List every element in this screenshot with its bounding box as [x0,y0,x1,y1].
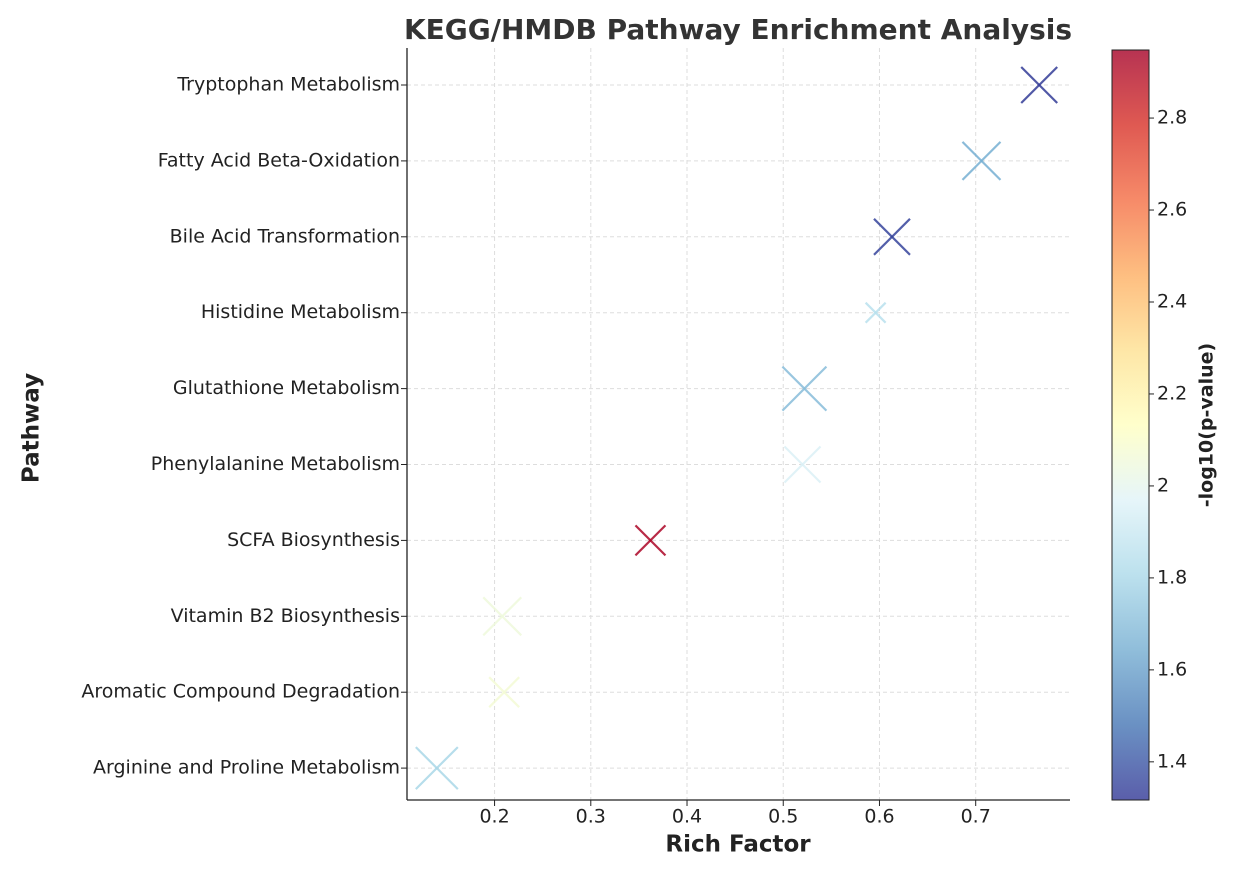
y-tick-label: Histidine Metabolism [201,301,400,323]
y-tick-label: SCFA Biosynthesis [227,529,400,551]
marker [415,746,459,790]
colorbar [1111,49,1150,801]
marker-stroke [781,365,828,412]
marker-stroke [482,596,523,637]
marker-stroke [488,676,520,708]
marker [783,445,822,484]
colorbar-tick-label: 2.2 [1157,382,1187,404]
marker-stroke [961,141,1002,181]
marker [488,676,520,708]
colorbar-tick-label: 2.8 [1157,107,1187,129]
marker [873,218,911,256]
colorbar-tick-label: 2.6 [1157,199,1187,221]
marker [781,365,828,412]
x-tick-label: 0.2 [479,806,509,828]
y-axis-label: Pathway [19,373,45,483]
marker-stroke [1020,66,1058,104]
colorbar-tick-label: 1.4 [1157,750,1187,772]
y-tick-label: Glutathione Metabolism [173,377,400,399]
marker [634,524,667,557]
chart-title: KEGG/HMDB Pathway Enrichment Analysis [404,13,1072,46]
colorbar-tick-label: 1.6 [1157,658,1187,680]
y-tick-label: Bile Acid Transformation [170,225,400,247]
y-tick-label: Aromatic Compound Degradation [81,681,400,703]
y-tick-label: Vitamin B2 Biosynthesis [171,605,400,627]
x-tick-label: 0.7 [961,806,991,828]
marker [864,301,887,324]
marker [482,596,523,637]
marker-stroke [864,301,887,324]
y-tick-label: Tryptophan Metabolism [176,74,400,96]
y-tick-label: Fatty Acid Beta-Oxidation [158,149,400,171]
marker-stroke [783,445,822,484]
x-axis-label: Rich Factor [665,832,811,858]
marker-stroke [873,218,911,256]
x-tick-label: 0.4 [672,806,702,828]
x-tick-label: 0.6 [864,806,894,828]
x-tick-label: 0.3 [576,806,606,828]
marker [961,141,1002,181]
colorbar-tick-label: 1.8 [1157,566,1187,588]
marker-stroke [634,524,667,557]
marker [1020,66,1058,104]
colorbar-tick-label: 2.4 [1157,290,1187,312]
colorbar-tick-label: 2 [1157,474,1169,496]
x-tick-label: 0.5 [768,806,798,828]
y-tick-label: Arginine and Proline Metabolism [93,757,400,779]
colorbar-label: -log10(p-value) [1196,343,1218,507]
marker-stroke [415,746,459,790]
y-tick-label: Phenylalanine Metabolism [151,453,400,475]
